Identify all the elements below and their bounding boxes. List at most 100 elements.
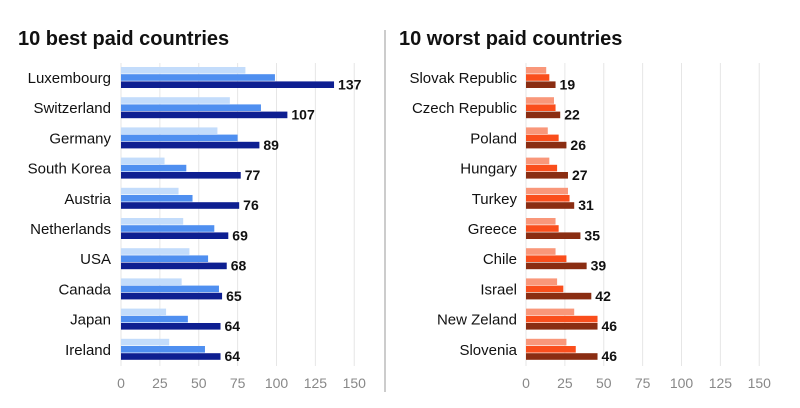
category-label: Slovak Republic	[409, 70, 517, 87]
bar	[121, 172, 241, 179]
bar	[526, 141, 567, 149]
bar	[121, 202, 240, 209]
bar	[121, 81, 335, 88]
bar	[526, 353, 598, 360]
bar	[121, 338, 170, 346]
bar	[526, 97, 554, 104]
x-tick-label: 100	[670, 375, 694, 391]
value-label: 76	[243, 197, 259, 213]
bar	[121, 104, 261, 111]
x-tick-label: 150	[343, 375, 367, 391]
category-label: Greece	[468, 221, 517, 238]
bar	[121, 232, 229, 239]
bar	[526, 292, 592, 300]
bar	[526, 262, 587, 270]
bar	[526, 202, 575, 209]
bar	[526, 111, 561, 119]
value-label: 31	[578, 197, 594, 213]
x-tick-label: 100	[265, 375, 289, 391]
bar	[526, 81, 556, 88]
bar	[121, 285, 219, 293]
bar	[121, 292, 223, 300]
x-tick-label: 150	[748, 375, 772, 391]
bar	[526, 218, 556, 225]
best-paid-panel: 0 25 50 75 100 125 150 Luxembourg 137 Switzerland…	[28, 63, 367, 391]
bar	[121, 278, 182, 285]
x-tick-label: 50	[191, 375, 207, 391]
x-tick-label: 125	[304, 375, 328, 391]
category-label: Chile	[483, 251, 517, 268]
bar	[121, 248, 190, 255]
value-label: 64	[225, 318, 241, 334]
bar	[121, 323, 221, 330]
bar	[526, 338, 567, 346]
value-label: 46	[602, 348, 618, 364]
bar	[526, 308, 575, 316]
category-label: Slovenia	[459, 342, 517, 359]
category-label: Luxembourg	[28, 70, 111, 87]
chart-title-best: 10 best paid countries	[18, 28, 229, 50]
x-tick-label: 0	[522, 375, 530, 391]
bar	[526, 157, 550, 165]
bar	[121, 308, 167, 316]
bar	[121, 225, 215, 232]
bar	[526, 232, 581, 239]
bar	[121, 195, 193, 202]
bar	[526, 187, 568, 195]
value-label: 19	[560, 76, 576, 92]
chart-title-worst: 10 worst paid countries	[399, 28, 622, 50]
bar	[121, 346, 205, 353]
value-label: 22	[564, 107, 580, 123]
value-label: 77	[245, 167, 261, 183]
bar	[121, 134, 238, 142]
category-label: Canada	[58, 281, 111, 298]
bar	[526, 195, 570, 202]
bar	[526, 278, 558, 285]
category-label: Japan	[70, 312, 111, 329]
value-label: 46	[602, 318, 618, 334]
x-tick-label: 0	[117, 375, 125, 391]
x-tick-label: 125	[709, 375, 733, 391]
bar	[526, 225, 559, 232]
value-label: 137	[338, 76, 362, 92]
category-label: Hungary	[460, 161, 517, 178]
x-tick-label: 50	[596, 375, 612, 391]
value-label: 68	[231, 258, 247, 274]
category-label: South Korea	[28, 161, 112, 178]
bar	[121, 262, 227, 270]
value-label: 64	[225, 348, 241, 364]
bar	[121, 67, 246, 74]
bar	[121, 74, 275, 81]
bar	[526, 74, 550, 81]
bar	[121, 315, 188, 323]
x-tick-label: 75	[230, 375, 246, 391]
value-label: 35	[584, 227, 600, 243]
value-label: 65	[226, 288, 242, 304]
category-label: USA	[80, 251, 111, 268]
bar	[121, 164, 187, 172]
bar	[121, 97, 230, 104]
category-label: Poland	[470, 130, 517, 147]
bar	[526, 255, 567, 262]
x-tick-label: 25	[557, 375, 573, 391]
bar	[526, 164, 558, 172]
category-label: Turkey	[472, 191, 518, 208]
category-label: Germany	[49, 130, 111, 147]
category-label: Austria	[64, 191, 111, 208]
bar	[526, 285, 564, 293]
bar	[121, 218, 184, 225]
bar	[526, 315, 598, 323]
bar	[121, 127, 218, 134]
bar	[121, 141, 260, 149]
bar	[121, 157, 165, 165]
category-label: New Zeland	[437, 312, 517, 329]
bar	[526, 134, 559, 142]
bar	[526, 67, 547, 74]
value-label: 39	[591, 258, 607, 274]
bar	[526, 127, 548, 134]
bar	[526, 172, 568, 179]
value-label: 89	[263, 137, 279, 153]
value-label: 26	[570, 137, 586, 153]
bar	[526, 323, 598, 330]
